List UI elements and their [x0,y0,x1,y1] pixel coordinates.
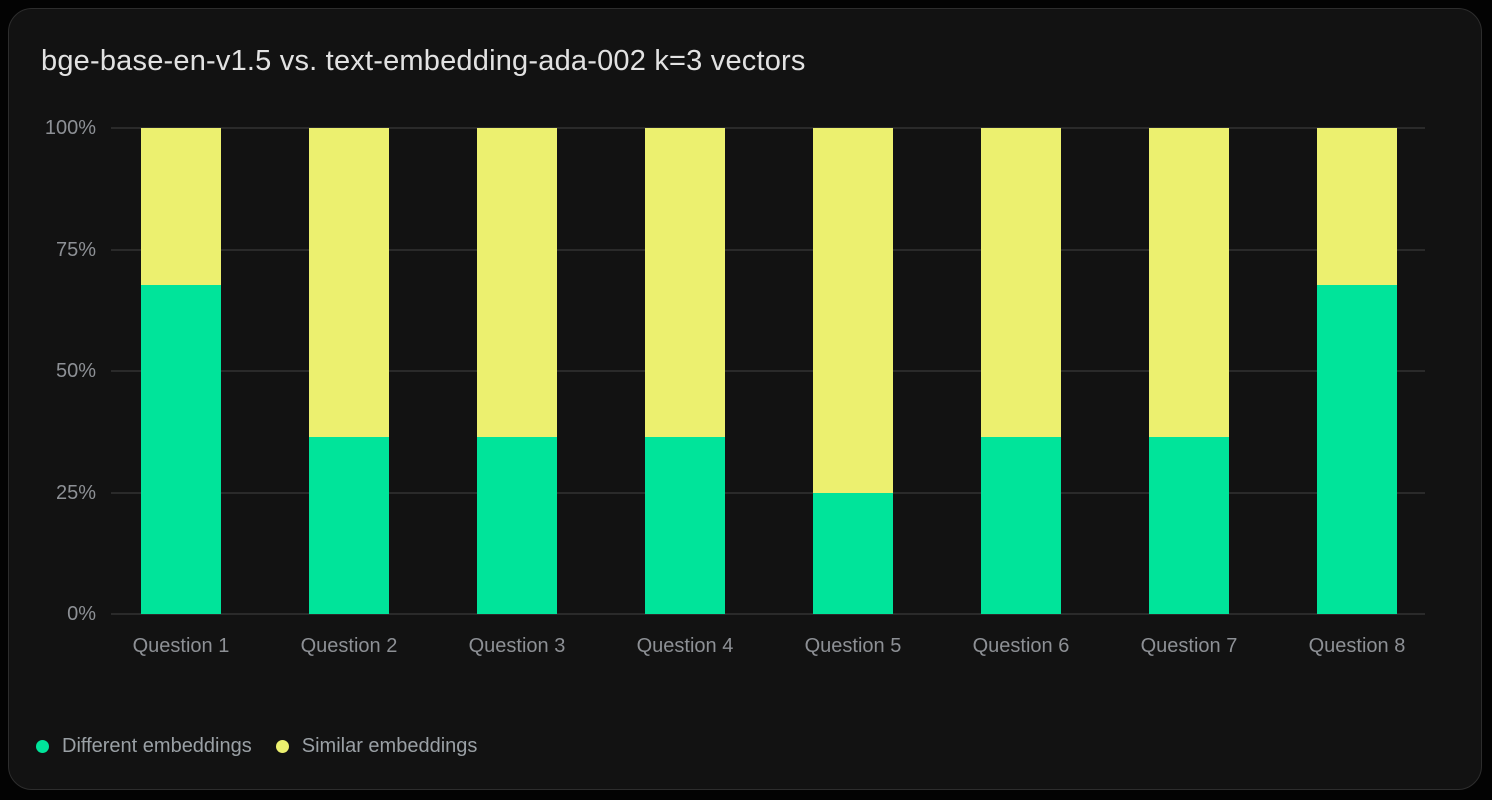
bar-7 [1149,128,1229,614]
x-axis-label: Question 2 [300,635,398,657]
gridline [111,127,1425,129]
bar-segment-similar[interactable] [981,128,1061,437]
x-axis-label: Question 3 [468,635,566,657]
x-axis-label: Question 7 [1140,635,1238,657]
bar-5 [813,128,893,614]
x-axis-label: Question 1 [132,635,230,657]
chart-card: bge-base-en-v1.5 vs. text-embedding-ada-… [8,8,1482,790]
x-axis-label: Question 4 [636,635,734,657]
bar-segment-similar[interactable] [1317,128,1397,285]
gridline [111,613,1425,615]
gridline [111,248,1425,251]
y-axis-label: 0% [67,603,96,625]
bar-segment-different[interactable] [645,436,725,614]
x-axis-label: Question 8 [1308,635,1406,657]
bar-4 [645,128,725,614]
bar-segment-different[interactable] [813,492,893,614]
bar-segment-different[interactable] [477,436,557,614]
bar-6 [981,128,1061,614]
bar-2 [309,128,389,614]
bar-segment-different[interactable] [141,284,221,614]
legend-dot-icon [36,739,49,753]
x-axis-label: Question 6 [972,635,1070,657]
chart-title: bge-base-en-v1.5 vs. text-embedding-ada-… [41,45,806,77]
legend-item-label: Different embeddings [62,735,252,757]
bar-8 [1317,128,1397,614]
gridline [111,491,1425,494]
bar-segment-different[interactable] [1149,436,1229,614]
bar-3 [477,128,557,614]
y-axis-label: 50% [55,360,96,382]
y-axis-label: 25% [55,481,96,504]
bar-segment-similar[interactable] [645,128,725,437]
legend-dot-icon [275,739,289,753]
y-axis-label: 75% [55,238,96,261]
bar-segment-similar[interactable] [813,128,893,493]
legend-item-similar[interactable]: Similar embeddings [275,733,478,759]
bar-1 [141,128,221,614]
bar-segment-different[interactable] [309,436,389,614]
bar-segment-similar[interactable] [141,128,221,285]
plot-area [111,127,1425,615]
bar-segment-similar[interactable] [1149,128,1229,437]
legend-item-different[interactable]: Different embeddings [36,733,252,759]
bar-segment-similar[interactable] [309,128,389,437]
legend-item-label: Similar embeddings [301,735,478,757]
legend: Different embeddings Similar embeddings [36,733,477,759]
x-axis-label: Question 5 [804,635,902,657]
bar-segment-different[interactable] [981,436,1061,614]
y-axis-label: 100% [44,117,96,139]
bar-segment-similar[interactable] [477,128,557,437]
bar-segment-different[interactable] [1317,284,1397,614]
gridline [111,370,1425,372]
